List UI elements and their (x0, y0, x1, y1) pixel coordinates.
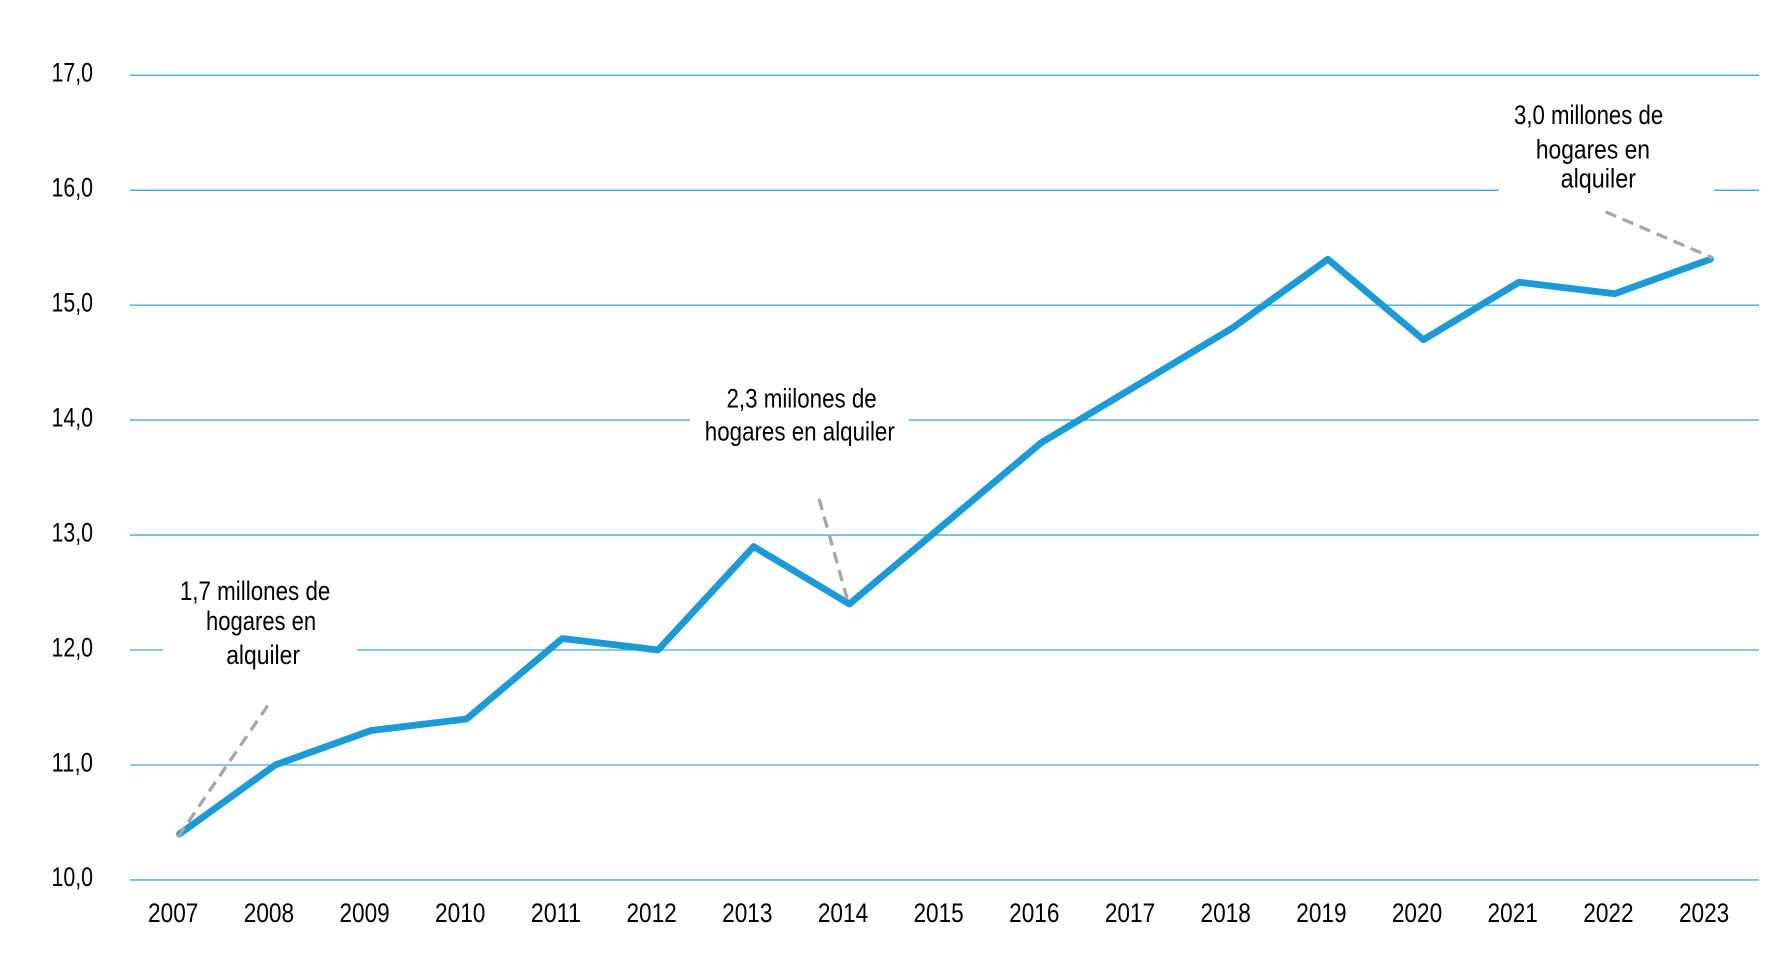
svg-text:2011: 2011 (531, 898, 581, 928)
svg-text:hogares en: hogares en (206, 606, 316, 636)
svg-text:2014: 2014 (818, 898, 868, 928)
svg-text:16,0: 16,0 (52, 173, 94, 203)
svg-text:17,0: 17,0 (52, 58, 94, 88)
svg-text:hogares en alquiler: hogares en alquiler (705, 417, 895, 447)
svg-text:2013: 2013 (722, 898, 772, 928)
svg-text:2010: 2010 (435, 898, 485, 928)
svg-text:12,0: 12,0 (52, 632, 94, 662)
svg-text:2018: 2018 (1201, 898, 1251, 928)
svg-text:13,0: 13,0 (52, 517, 94, 547)
svg-text:2021: 2021 (1488, 898, 1538, 928)
svg-text:10,0: 10,0 (52, 862, 94, 892)
svg-text:11,0: 11,0 (52, 747, 94, 777)
svg-text:hogares en: hogares en (1536, 135, 1650, 165)
svg-text:15,0: 15,0 (52, 288, 94, 318)
svg-text:3,0 millones de: 3,0 millones de (1514, 100, 1663, 130)
svg-text:2023: 2023 (1679, 898, 1729, 928)
svg-text:2009: 2009 (339, 898, 389, 928)
svg-text:1,7 millones de: 1,7 millones de (180, 576, 331, 606)
svg-text:2016: 2016 (1009, 898, 1059, 928)
svg-text:14,0: 14,0 (52, 402, 94, 432)
svg-text:alquiler: alquiler (1561, 164, 1636, 194)
svg-text:2019: 2019 (1296, 898, 1346, 928)
svg-text:2015: 2015 (913, 898, 963, 928)
svg-text:2017: 2017 (1105, 898, 1155, 928)
svg-text:2020: 2020 (1392, 898, 1442, 928)
svg-text:2007: 2007 (148, 898, 198, 928)
svg-text:2012: 2012 (626, 898, 676, 928)
svg-text:2022: 2022 (1583, 898, 1633, 928)
svg-text:alquiler: alquiler (226, 640, 300, 670)
svg-text:2,3 miilones de: 2,3 miilones de (727, 384, 877, 414)
svg-text:2008: 2008 (244, 898, 294, 928)
